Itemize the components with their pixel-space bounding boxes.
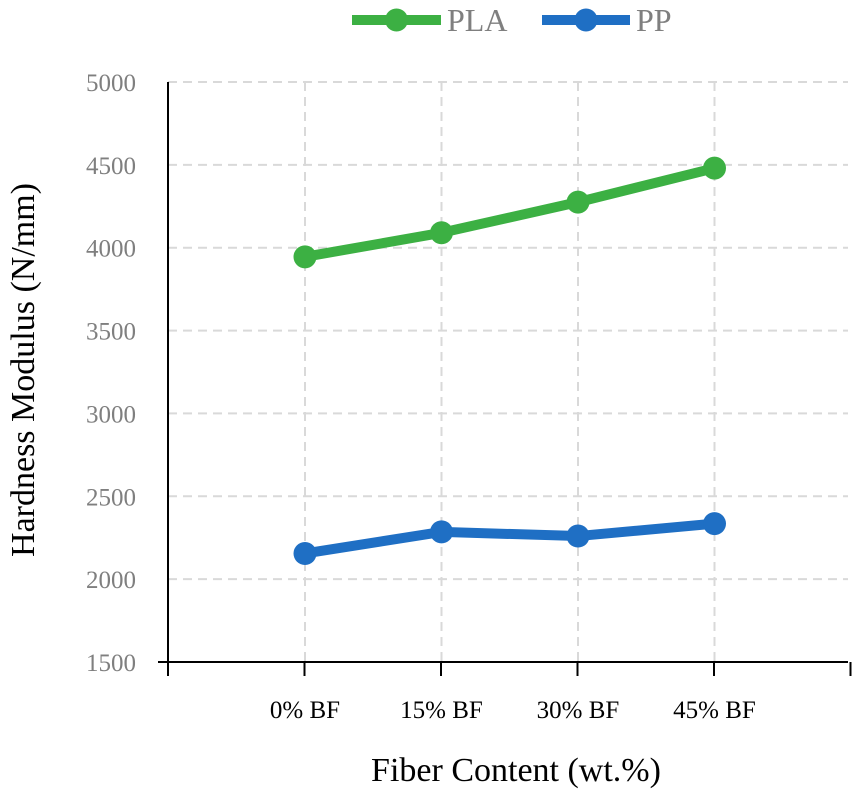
x-tick-label: 0% BF <box>270 697 340 724</box>
pla-data-point <box>430 221 453 245</box>
axes: 1500 2000 2500 3000 3500 4000 4500 5000 0% BF 15%… <box>86 70 852 724</box>
pla-data-point <box>293 245 317 269</box>
series-lines <box>293 156 726 565</box>
pla-data-point <box>566 190 590 214</box>
y-axis-title: Hardness Modulus (N/mm) <box>5 183 42 557</box>
legend: PLA PP <box>352 2 672 38</box>
x-tick-label: 45% BF <box>673 697 756 724</box>
x-tick-label: 15% BF <box>400 697 483 724</box>
pla-data-point <box>703 156 726 180</box>
y-tick-label: 2000 <box>86 567 136 594</box>
pp-data-point <box>566 524 590 548</box>
y-tick-label: 3500 <box>86 319 136 346</box>
y-tick-label: 3000 <box>86 401 136 428</box>
pp-data-point <box>293 541 317 565</box>
gridlines <box>168 81 848 662</box>
y-tick-label: 1500 <box>86 650 136 677</box>
legend-pp-label: PP <box>636 2 672 38</box>
y-tick-label: 4000 <box>86 236 136 263</box>
pla-series-line <box>300 163 720 262</box>
pp-data-point <box>703 512 726 536</box>
x-axis-title: Fiber Content (wt.%) <box>371 752 661 789</box>
y-tick-label: 2500 <box>86 484 136 511</box>
legend-pla-marker <box>385 8 408 32</box>
y-tick-label: 4500 <box>86 153 136 180</box>
legend-pp-marker <box>574 8 598 32</box>
pp-data-point <box>430 520 453 544</box>
y-tick-label: 5000 <box>86 70 136 97</box>
x-tick-label: 30% BF <box>537 697 620 724</box>
pp-series-line <box>300 518 720 559</box>
legend-pla-label: PLA <box>447 2 507 38</box>
